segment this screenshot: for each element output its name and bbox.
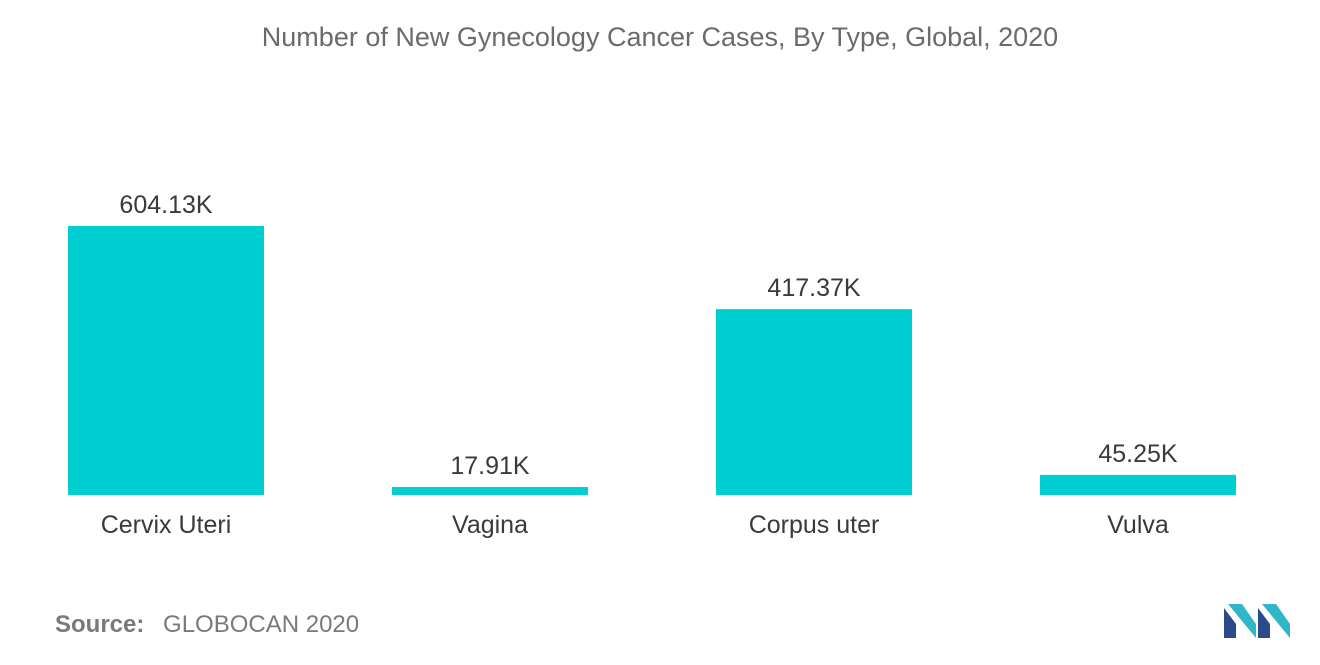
value-label-group: 604.13K 17.91K 417.37K 45.25K bbox=[119, 191, 1178, 480]
chart-title: Number of New Gynecology Cancer Cases, B… bbox=[261, 22, 1059, 52]
value-label-cervix-uteri: 604.13K bbox=[119, 191, 212, 219]
category-label-vulva: Vulva bbox=[1107, 511, 1169, 539]
bar-chart: 604.13K 17.91K 417.37K 45.25K Cervix Uteri V… bbox=[68, 191, 1236, 539]
bar-cervix-uteri bbox=[68, 226, 264, 495]
category-label-corpus-uter: Corpus uter bbox=[749, 511, 880, 539]
source-value: GLOBOCAN 2020 bbox=[163, 611, 360, 638]
source-label: Source: bbox=[55, 611, 145, 638]
bar-corpus-uter bbox=[716, 309, 912, 495]
bar-group bbox=[68, 226, 1236, 495]
mordor-intelligence-logo-icon bbox=[1224, 604, 1290, 638]
category-label-vagina: Vagina bbox=[452, 511, 528, 539]
category-label-group: Cervix Uteri Vagina Corpus uter Vulva bbox=[101, 511, 1169, 539]
bar-vulva bbox=[1040, 474, 1236, 495]
value-label-vagina: 17.91K bbox=[450, 452, 530, 480]
value-label-vulva: 45.25K bbox=[1098, 440, 1178, 468]
value-label-corpus-uter: 417.37K bbox=[767, 274, 860, 302]
category-label-cervix-uteri: Cervix Uteri bbox=[101, 511, 232, 539]
source-note: Source: GLOBOCAN 2020 bbox=[55, 611, 359, 639]
bar-vagina bbox=[392, 487, 588, 495]
